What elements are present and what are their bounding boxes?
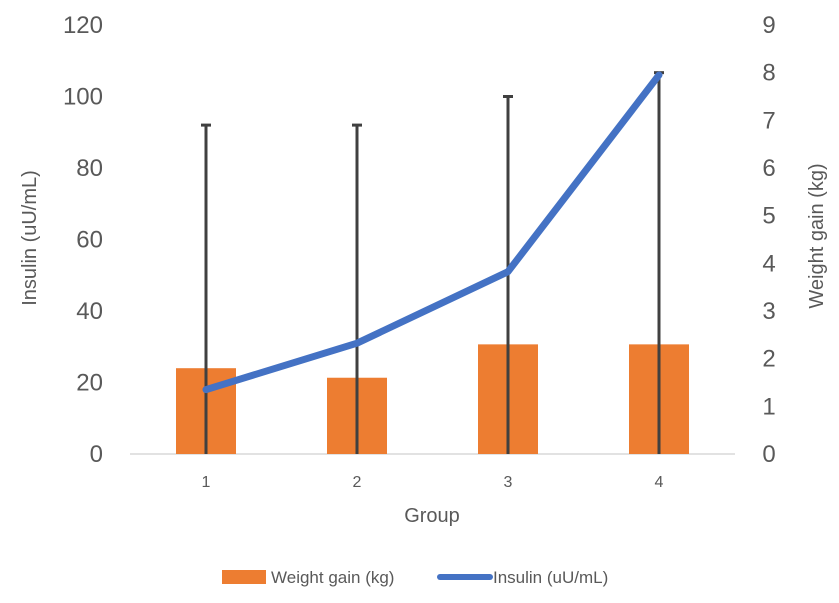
legend: Weight gain (kg) Insulin (uU/mL) — [222, 568, 608, 587]
right-axis-ticks: 0 1 2 3 4 5 6 7 8 9 — [762, 12, 775, 468]
insulin-line — [202, 71, 663, 394]
left-tick-label: 40 — [76, 298, 103, 325]
left-tick-label: 120 — [63, 12, 103, 39]
left-tick-label: 60 — [76, 227, 103, 254]
line-series — [202, 71, 663, 394]
left-tick-label: 100 — [63, 84, 103, 111]
right-tick-label: 9 — [762, 12, 775, 39]
x-axis-ticks: 1 2 3 4 — [202, 474, 664, 491]
x-tick-label: 2 — [353, 474, 362, 491]
right-tick-label: 8 — [762, 60, 775, 87]
error-bars — [201, 71, 664, 454]
legend-swatch-weight-gain — [222, 570, 266, 584]
left-tick-label: 80 — [76, 155, 103, 182]
x-tick-label: 4 — [655, 474, 664, 491]
left-axis-title: Insulin (uU/mL) — [19, 170, 41, 306]
right-tick-label: 1 — [762, 393, 775, 420]
left-tick-label: 20 — [76, 370, 103, 397]
left-tick-label: 0 — [90, 441, 103, 468]
bar-series — [176, 344, 689, 454]
right-axis-title: Weight gain (kg) — [806, 163, 828, 308]
legend-label-insulin: Insulin (uU/mL) — [493, 568, 608, 587]
x-tick-label: 1 — [202, 474, 211, 491]
left-axis-ticks: 0 20 40 60 80 100 120 — [63, 12, 103, 468]
legend-label-weight-gain: Weight gain (kg) — [271, 568, 394, 587]
right-tick-label: 0 — [762, 441, 775, 468]
x-axis-title: Group — [404, 505, 460, 527]
x-tick-label: 3 — [504, 474, 513, 491]
right-tick-label: 6 — [762, 155, 775, 182]
right-tick-label: 4 — [762, 250, 775, 277]
right-tick-label: 2 — [762, 346, 775, 373]
right-tick-label: 3 — [762, 298, 775, 325]
right-tick-label: 7 — [762, 107, 775, 134]
right-tick-label: 5 — [762, 203, 775, 230]
